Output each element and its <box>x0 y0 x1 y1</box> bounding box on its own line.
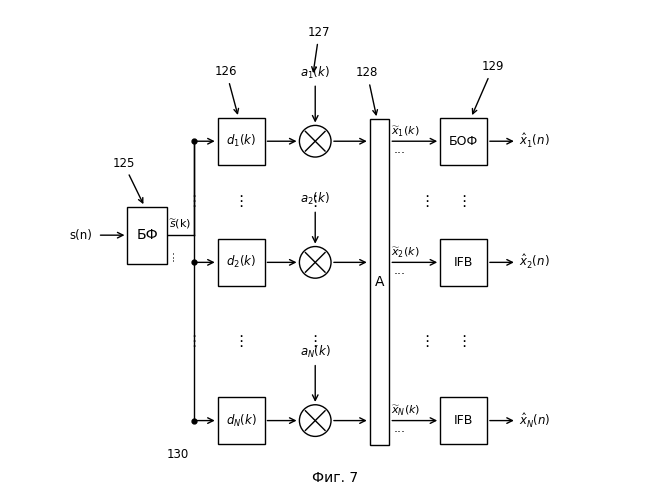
Text: Фиг. 7: Фиг. 7 <box>312 471 358 485</box>
Text: $\hat{x}_2(n)$: $\hat{x}_2(n)$ <box>519 254 550 272</box>
Circle shape <box>299 405 331 436</box>
Text: s(n): s(n) <box>70 228 92 241</box>
Bar <box>440 397 487 444</box>
Circle shape <box>299 126 331 157</box>
Text: ···: ··· <box>168 249 181 261</box>
Text: $a_2(k)$: $a_2(k)$ <box>300 191 330 207</box>
Bar <box>218 239 265 286</box>
Text: ···: ··· <box>393 268 405 281</box>
Text: 128: 128 <box>356 66 379 114</box>
Text: 127: 127 <box>308 26 330 72</box>
Text: ⋮: ⋮ <box>233 194 249 210</box>
Text: $\hat{x}_1(n)$: $\hat{x}_1(n)$ <box>519 132 550 150</box>
Text: ⋮: ⋮ <box>186 194 202 210</box>
Text: $\widetilde{x}_2(k)$: $\widetilde{x}_2(k)$ <box>391 246 420 260</box>
Text: 126: 126 <box>215 65 239 114</box>
Bar <box>127 206 167 264</box>
Text: ⋮: ⋮ <box>419 334 434 349</box>
Text: 130: 130 <box>167 448 189 461</box>
Text: A: A <box>375 275 385 289</box>
Text: $\widetilde{x}_1(k)$: $\widetilde{x}_1(k)$ <box>391 124 420 138</box>
Text: $d_2(k)$: $d_2(k)$ <box>226 254 256 270</box>
Text: $\widetilde{x}_N(k)$: $\widetilde{x}_N(k)$ <box>391 404 421 418</box>
Text: $\widetilde{s}$(k): $\widetilde{s}$(k) <box>169 217 191 231</box>
Text: ⋮: ⋮ <box>308 334 323 349</box>
Bar <box>218 118 265 164</box>
Text: ⋮: ⋮ <box>456 194 471 210</box>
Text: ···: ··· <box>393 147 405 160</box>
Text: БФ: БФ <box>136 228 158 242</box>
Text: БОФ: БОФ <box>449 134 478 147</box>
Circle shape <box>299 246 331 278</box>
Text: ⋮: ⋮ <box>233 334 249 349</box>
Text: ⋮: ⋮ <box>456 334 471 349</box>
Bar <box>440 239 487 286</box>
Text: IFB: IFB <box>454 256 473 269</box>
Bar <box>218 397 265 444</box>
Text: $d_N(k)$: $d_N(k)$ <box>226 412 257 428</box>
Text: $a_1(k)$: $a_1(k)$ <box>300 65 330 81</box>
Text: $d_1(k)$: $d_1(k)$ <box>226 133 256 150</box>
Text: 129: 129 <box>472 60 505 114</box>
Text: 125: 125 <box>112 156 143 203</box>
Bar <box>370 119 389 446</box>
Text: ⋮: ⋮ <box>308 194 323 210</box>
Bar <box>440 118 487 164</box>
Text: ···: ··· <box>393 426 405 440</box>
Text: ⋮: ⋮ <box>186 334 202 349</box>
Text: IFB: IFB <box>454 414 473 427</box>
Text: $\hat{x}_N(n)$: $\hat{x}_N(n)$ <box>519 412 551 430</box>
Text: ⋮: ⋮ <box>419 194 434 210</box>
Text: $a_N(k)$: $a_N(k)$ <box>300 344 330 360</box>
